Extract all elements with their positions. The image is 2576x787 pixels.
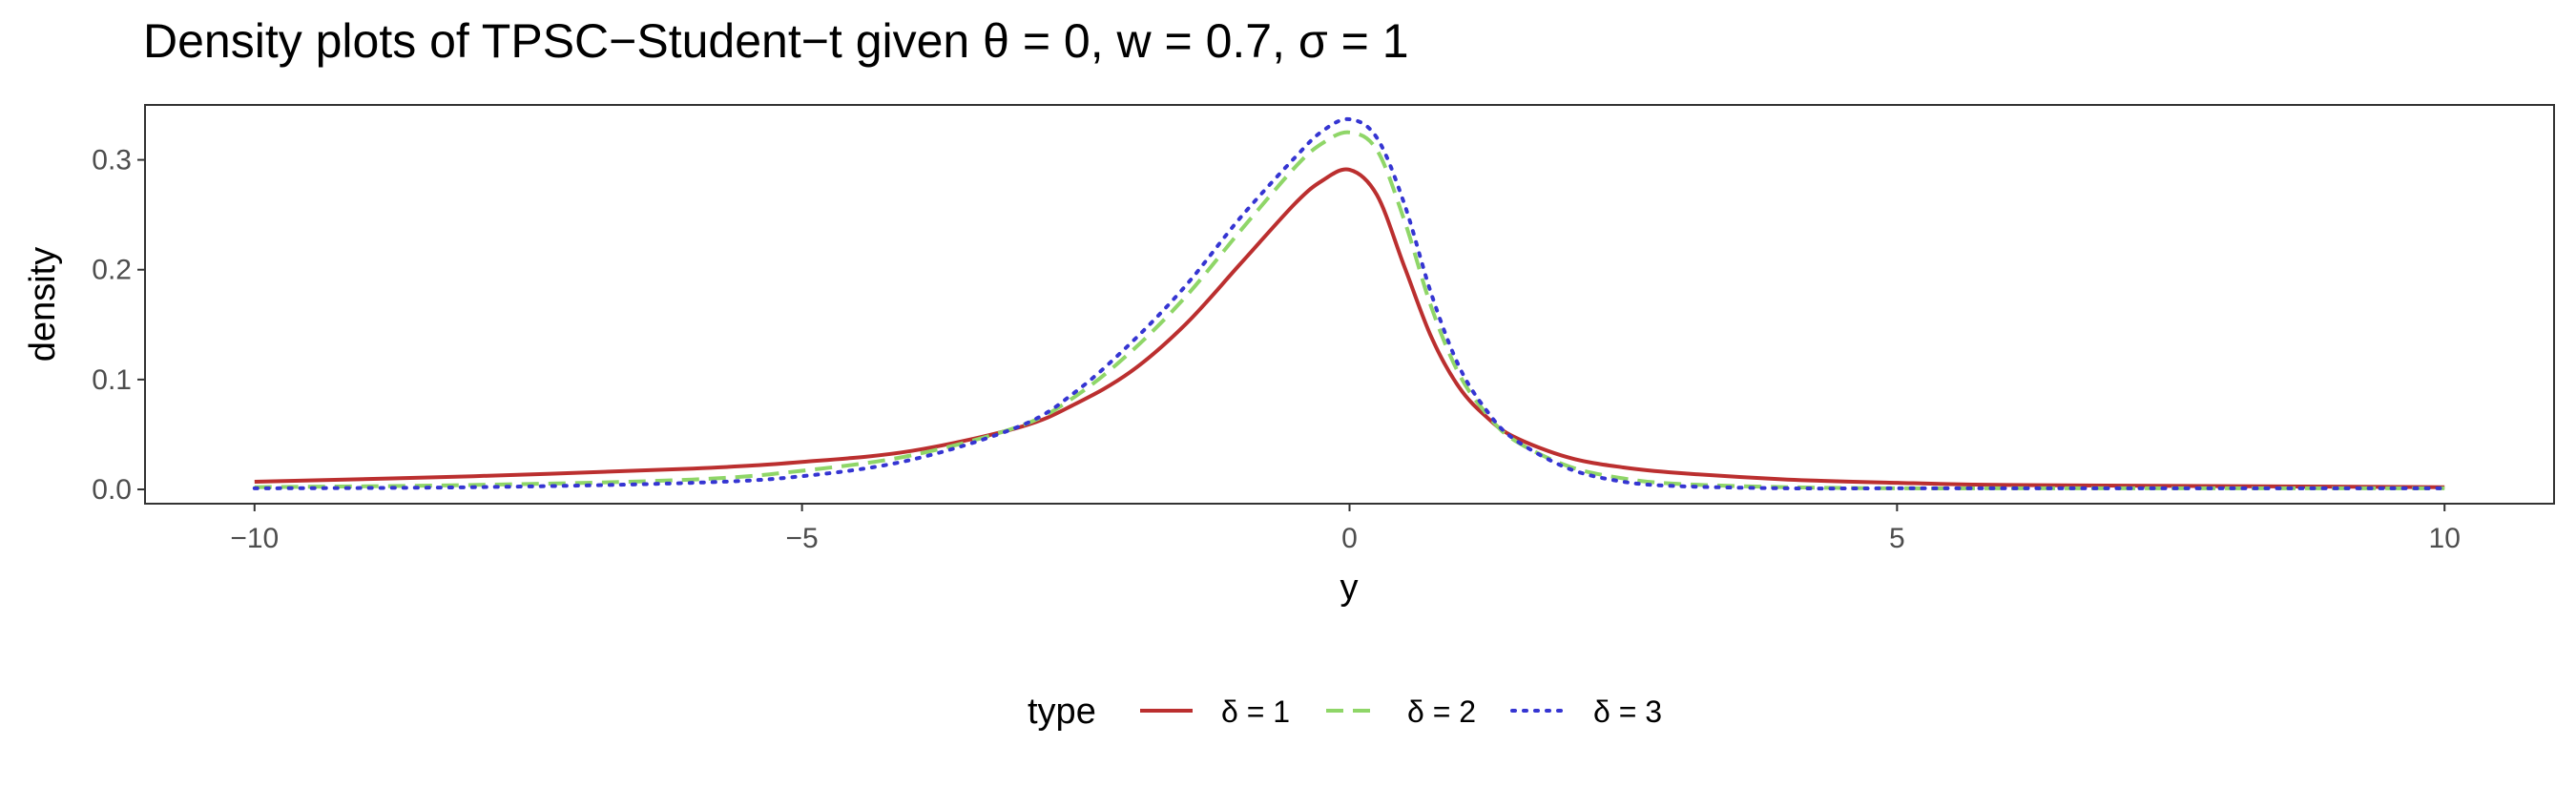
chart-title: Density plots of TPSC−Student−t given θ … <box>143 14 1409 68</box>
legend-title: type <box>1028 692 1096 732</box>
y-tick-label: 0.2 <box>92 255 132 286</box>
x-tick-label: −5 <box>786 523 819 554</box>
x-tick-label: 5 <box>1889 523 1905 554</box>
x-tick-label: 10 <box>2429 523 2461 554</box>
series-line-3 <box>252 116 2447 491</box>
legend-label-3: δ = 3 <box>1593 694 1662 729</box>
plot-panel <box>144 104 2555 505</box>
series-line-1 <box>254 167 2445 489</box>
y-tick-label: 0.3 <box>92 145 132 176</box>
y-axis: 0.0 0.1 0.2 0.3 <box>92 145 145 506</box>
x-axis: −10 −5 0 5 10 <box>230 504 2461 554</box>
y-tick-label: 0.1 <box>92 364 132 396</box>
y-tick-label: 0.0 <box>92 474 132 506</box>
x-axis-label: y <box>1340 568 1359 608</box>
series-lines <box>252 116 2447 491</box>
legend: type δ = 1 δ = 2 δ = 3 <box>1028 692 1662 732</box>
series-line-2 <box>254 130 2445 490</box>
legend-label-2: δ = 2 <box>1407 694 1476 729</box>
x-tick-label: 0 <box>1341 523 1358 554</box>
legend-label-1: δ = 1 <box>1221 694 1290 729</box>
y-axis-label: density <box>23 247 63 362</box>
x-tick-label: −10 <box>230 523 279 554</box>
